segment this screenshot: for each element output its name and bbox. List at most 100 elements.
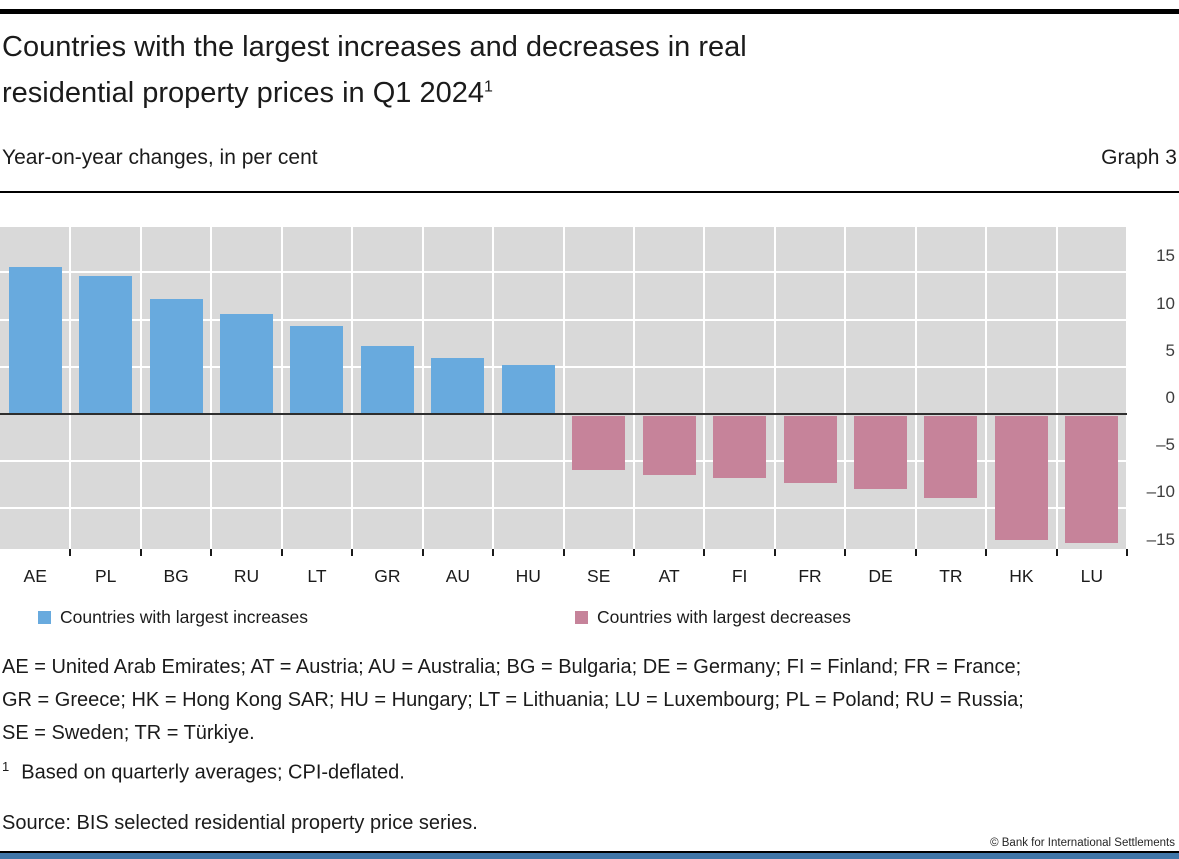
x-tick <box>844 549 847 556</box>
footnote-text: Based on quarterly averages; CPI-deflate… <box>21 761 405 784</box>
x-tick <box>280 549 283 556</box>
footnote-marker: 1 <box>2 759 10 774</box>
bar-GR <box>360 345 414 414</box>
bar-PL <box>79 276 133 414</box>
x-tick <box>562 549 565 556</box>
x-tick <box>914 549 917 556</box>
x-label-LU: LU <box>1080 566 1103 586</box>
footnote: 1 Based on quarterly averages; CPI-deflat… <box>2 759 1177 785</box>
x-tick <box>351 549 354 556</box>
definitions-line-1: AE = United Arab Emirates; AT = Austria;… <box>2 656 1022 678</box>
bar-LU <box>1065 415 1119 544</box>
y-tick-label--10: –10 <box>1146 482 1175 502</box>
vertical-gridline <box>69 227 72 549</box>
horizontal-gridline-5 <box>0 365 1127 368</box>
x-tick <box>69 549 72 556</box>
graph-number: Graph 3 <box>1101 146 1177 169</box>
x-label-SE: SE <box>587 566 611 586</box>
bar-FI <box>713 415 767 479</box>
bar-HU <box>501 364 555 414</box>
x-tick <box>985 549 988 556</box>
subtitle-row: Year-on-year changes, in per cent Graph … <box>2 146 1177 170</box>
bar-AU <box>431 358 485 414</box>
vertical-gridline <box>280 227 283 549</box>
legend-label-decreases: Countries with largest decreases <box>597 606 851 627</box>
chart-legend: Countries with largest increases Countrie… <box>0 606 1179 628</box>
zero-line <box>0 412 1127 415</box>
legend-swatch-decreases <box>575 610 588 624</box>
x-label-BG: BG <box>163 566 189 586</box>
x-tick <box>1126 549 1128 556</box>
vertical-gridline <box>632 227 635 549</box>
bar-RU <box>220 313 274 414</box>
x-label-FI: FI <box>731 566 748 586</box>
horizontal-gridline--10 <box>0 507 1127 510</box>
graph-title: Countries with the largest increases and… <box>2 24 747 116</box>
y-tick-label-5: 5 <box>1165 340 1175 360</box>
horizontal-gridline-15 <box>0 271 1127 274</box>
vertical-gridline <box>844 227 847 549</box>
plot-area <box>0 227 1127 549</box>
x-tick <box>210 549 213 556</box>
country-code-definitions: AE = United Arab Emirates; AT = Austria;… <box>2 651 1177 750</box>
vertical-gridline <box>703 227 706 549</box>
x-label-FR: FR <box>798 566 822 586</box>
x-tick <box>492 549 495 556</box>
vertical-gridline <box>1126 227 1127 549</box>
legend-swatch-increases <box>38 610 51 624</box>
x-label-HU: HU <box>515 566 541 586</box>
bar-DE <box>853 415 907 490</box>
horizontal-gridline--5 <box>0 460 1127 463</box>
vertical-gridline <box>1055 227 1058 549</box>
vertical-gridline <box>351 227 354 549</box>
x-label-RU: RU <box>233 566 260 586</box>
definitions-line-3: SE = Sweden; TR = Türkiye. <box>2 722 255 744</box>
graph-title-line1: Countries with the largest increases and… <box>2 31 747 63</box>
vertical-gridline <box>492 227 495 549</box>
graph-title-line2: residential property prices in Q1 2024 <box>2 77 484 109</box>
source-line: Source: BIS selected residential propert… <box>2 812 478 834</box>
x-label-PL: PL <box>94 566 117 586</box>
title-footnote-marker: 1 <box>483 78 493 96</box>
x-tick <box>632 549 635 556</box>
bar-SE <box>572 415 626 470</box>
x-label-AT: AT <box>658 566 680 586</box>
legend-item-increases: Countries with largest increases <box>38 606 308 628</box>
x-label-HK: HK <box>1009 566 1034 586</box>
bar-BG <box>149 298 203 414</box>
vertical-gridline <box>210 227 213 549</box>
bar-AE <box>8 266 62 414</box>
x-axis-labels: AE PL BG RU LT GR AU HU SE AT FI FR DE TR HK LU <box>0 565 1127 587</box>
bar-FR <box>783 415 837 483</box>
x-label-DE: DE <box>868 566 893 586</box>
y-axis-labels: 15 10 5 0 –5 –10 –15 <box>1127 227 1177 567</box>
vertical-gridline <box>421 227 424 549</box>
vertical-gridline <box>914 227 917 549</box>
x-tick <box>421 549 424 556</box>
bottom-black-line <box>0 851 1179 853</box>
copyright-notice: © Bank for International Settlements <box>990 837 1175 849</box>
top-black-bar <box>0 9 1179 14</box>
vertical-gridline <box>773 227 776 549</box>
bottom-blue-band <box>0 853 1179 859</box>
x-label-GR: GR <box>374 566 401 586</box>
y-tick-label-15: 15 <box>1156 246 1175 266</box>
bar-HK <box>994 415 1048 540</box>
legend-item-decreases: Countries with largest decreases <box>575 606 851 628</box>
x-tick <box>703 549 706 556</box>
header-divider <box>0 191 1179 193</box>
bar-chart: 15 10 5 0 –5 –10 –15 AE PL BG RU LT GR AU HU SE AT FI FR D… <box>0 227 1179 597</box>
bar-AT <box>642 415 696 476</box>
horizontal-gridline-10 <box>0 318 1127 321</box>
vertical-gridline <box>985 227 988 549</box>
legend-label-increases: Countries with largest increases <box>60 606 309 627</box>
vertical-gridline <box>139 227 142 549</box>
x-tick <box>773 549 776 556</box>
x-tick <box>1055 549 1058 556</box>
x-label-AU: AU <box>445 566 470 586</box>
y-tick-label-10: 10 <box>1156 293 1175 313</box>
bar-LT <box>290 326 344 414</box>
x-label-LT: LT <box>307 566 327 586</box>
bar-TR <box>924 415 978 498</box>
